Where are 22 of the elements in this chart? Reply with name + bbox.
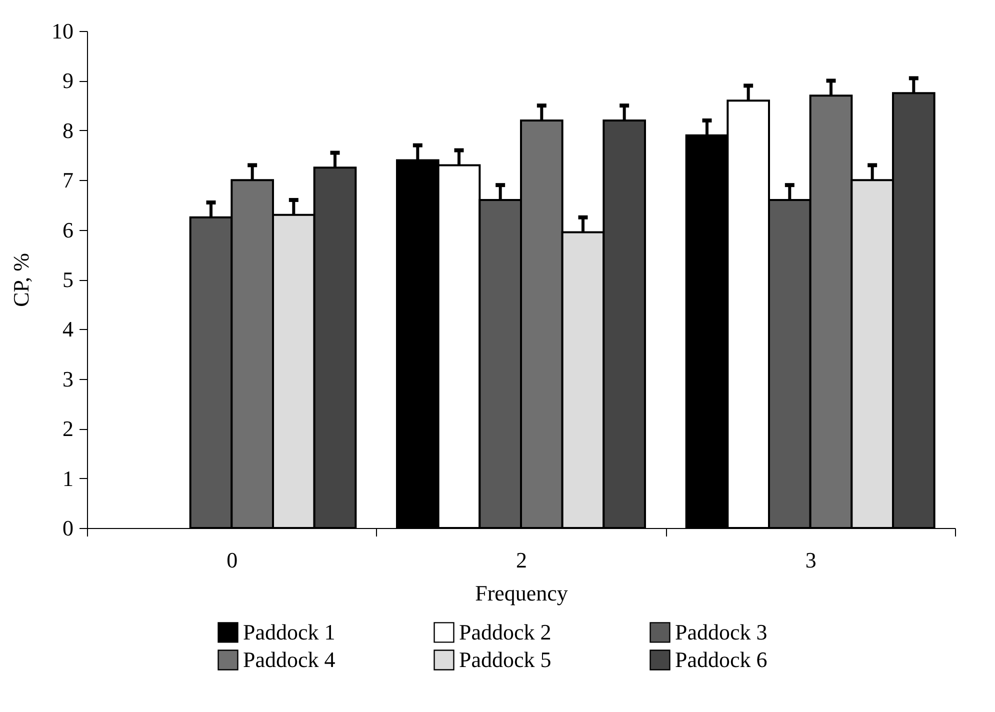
legend-label: Paddock 4 — [243, 647, 336, 672]
legend-label: Paddock 6 — [675, 647, 768, 672]
y-tick-label: 7 — [62, 168, 74, 193]
x-tick-label: 0 — [226, 548, 238, 572]
y-tick-label: 10 — [52, 18, 74, 44]
y-tick-label: 2 — [62, 416, 74, 442]
x-axis-title: Frequency — [475, 580, 568, 606]
y-tick-label: 1 — [62, 466, 74, 491]
legend-label: Paddock 5 — [459, 647, 552, 672]
y-tick-label: 4 — [62, 316, 74, 342]
legend-label: Paddock 1 — [243, 619, 336, 644]
y-tick-label: 5 — [62, 267, 74, 292]
y-axis-title: CP, % — [8, 253, 34, 307]
y-tick-label: 0 — [62, 516, 74, 540]
y-tick-label: 3 — [62, 366, 74, 392]
y-tick-label: 6 — [62, 217, 74, 242]
legend-label: Paddock 3 — [675, 619, 768, 644]
y-tick-label: 8 — [62, 118, 74, 143]
y-tick-label: 9 — [62, 68, 74, 94]
x-tick-label: 3 — [805, 548, 816, 572]
x-tick-label: 2 — [516, 548, 527, 572]
legend-label: Paddock 2 — [459, 619, 552, 644]
